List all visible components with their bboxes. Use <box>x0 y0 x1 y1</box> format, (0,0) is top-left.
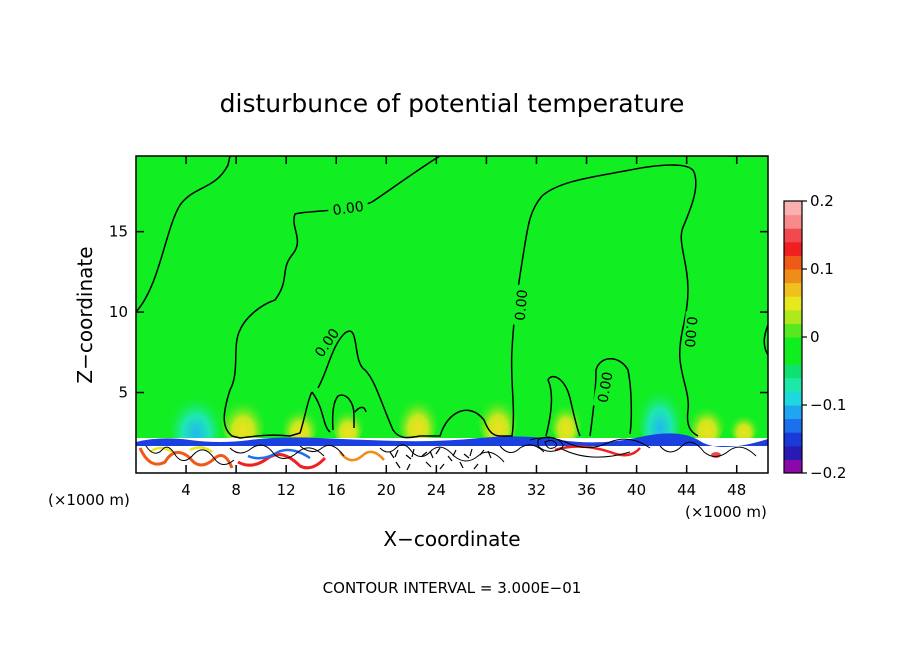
colorbar-tick-label: 0.2 <box>810 192 834 210</box>
warm-anomaly <box>689 400 725 444</box>
colorbar-segment <box>784 309 802 324</box>
x-tick-label: 40 <box>627 481 646 499</box>
colorbar-tick-label: −0.2 <box>810 464 846 482</box>
colorbar <box>783 200 803 474</box>
colorbar-segment <box>784 228 802 243</box>
warm-anomaly <box>398 390 438 446</box>
y-tick-label: 10 <box>109 303 128 321</box>
x-axis-label: X−coordinate <box>383 527 520 551</box>
warm-anomaly <box>478 390 518 446</box>
colorbar-segment <box>784 201 802 216</box>
x-unit-left: (×1000 m) <box>48 491 130 509</box>
colorbar-segment <box>784 323 802 338</box>
contour-label: 0.00 <box>332 199 365 219</box>
x-axis: 4 8 12 16 20 24 28 32 36 40 44 48 <box>181 156 746 499</box>
colorbar-tick-label: 0 <box>810 328 820 346</box>
colorbar-segment <box>784 241 802 256</box>
colorbar-segment <box>784 282 802 297</box>
colorbar-segment <box>784 296 802 311</box>
x-tick-label: 44 <box>677 481 696 499</box>
colorbar-segment <box>784 418 802 433</box>
contour-interval-note: CONTOUR INTERVAL = 3.000E−01 <box>323 579 582 597</box>
surface-layer <box>136 433 768 473</box>
x-tick-label: 32 <box>527 481 546 499</box>
x-tick-label: 48 <box>727 481 746 499</box>
colorbar-segment <box>784 350 802 365</box>
colorbar-segment <box>784 214 802 229</box>
colorbar-segment <box>784 432 802 447</box>
colorbar-segment <box>784 255 802 270</box>
colorbar-segment <box>784 337 802 352</box>
warm-anomaly <box>221 392 265 448</box>
anomaly-blobs <box>170 378 758 454</box>
y-axis: 5 10 15 <box>109 223 768 402</box>
x-tick-label: 12 <box>277 481 296 499</box>
x-tick-label: 4 <box>181 481 191 499</box>
y-tick-label: 15 <box>109 223 128 241</box>
contour-label: 0.00 <box>513 289 532 321</box>
warm-anomaly <box>550 398 582 442</box>
plot-frame <box>135 155 769 474</box>
x-tick-label: 8 <box>231 481 241 499</box>
colorbar-tick-label: 0.1 <box>810 260 834 278</box>
colorbar-ticks: 0.2 0.1 0 −0.1 −0.2 <box>802 192 846 482</box>
colorbar-segment <box>784 445 802 460</box>
colorbar-segment <box>784 377 802 392</box>
chart-title: disturbunce of potential temperature <box>220 89 685 118</box>
contour-label: 0.00 <box>681 316 700 348</box>
cool-anomaly <box>170 386 222 454</box>
colorbar-segment <box>784 405 802 420</box>
colorbar-segment <box>784 459 802 474</box>
x-tick-label: 24 <box>427 481 446 499</box>
cool-anomaly <box>638 378 682 450</box>
y-tick-label: 5 <box>118 384 128 402</box>
plot-area: 0.00 0.00 0.00 0.00 0.00 <box>136 156 768 473</box>
x-tick-label: 20 <box>377 481 396 499</box>
colorbar-tick-label: −0.1 <box>810 396 846 414</box>
x-tick-label: 28 <box>477 481 496 499</box>
warm-anomaly <box>730 410 758 442</box>
x-tick-label: 36 <box>577 481 596 499</box>
x-unit-right: (×1000 m) <box>685 503 767 521</box>
warm-anomaly <box>332 404 364 444</box>
x-tick-label: 16 <box>327 481 346 499</box>
colorbar-segment <box>784 269 802 284</box>
y-axis-label: Z−coordinate <box>73 246 97 383</box>
contour-label: 0.00 <box>595 371 616 404</box>
colorbar-segment <box>784 391 802 406</box>
colorbar-segment <box>784 364 802 379</box>
